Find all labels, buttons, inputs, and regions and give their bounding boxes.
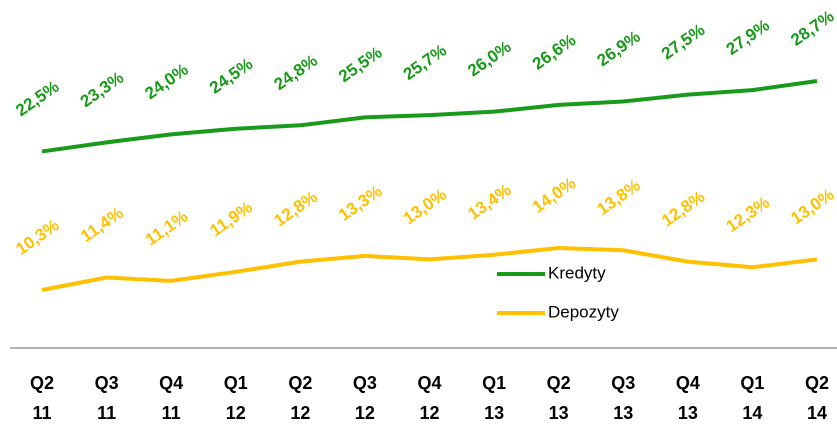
data-label: 23,3% [77, 68, 127, 111]
data-label: 24,0% [141, 60, 191, 103]
data-label: 13,0% [400, 185, 450, 228]
data-label: 11,9% [206, 198, 256, 241]
x-tick-label: Q1 14 [740, 373, 765, 423]
x-tick-label: Q3 13 [611, 373, 636, 423]
data-label: 22,5% [12, 77, 62, 120]
data-label: 28,7% [787, 7, 837, 50]
data-label: 26,0% [464, 37, 514, 80]
x-tick-label: Q2 14 [804, 373, 829, 423]
x-tick-label: Q3 12 [352, 373, 377, 423]
x-tick-label: Q2 13 [546, 373, 571, 423]
data-label: 12,3% [723, 193, 773, 236]
x-tick-label: Q2 11 [29, 373, 54, 423]
x-tick-label: Q2 12 [288, 373, 313, 423]
data-label: 24,8% [271, 51, 321, 94]
data-label: 27,5% [658, 20, 708, 63]
data-label: 13,8% [593, 176, 643, 219]
x-tick-label: Q4 11 [159, 373, 184, 423]
data-label: 10,3% [12, 216, 62, 259]
data-label: 12,8% [658, 187, 708, 230]
x-tick-label: Q1 13 [482, 373, 507, 423]
legend-label: Kredyty [548, 263, 606, 282]
data-label: 26,9% [593, 27, 643, 70]
x-tick-label: Q1 12 [223, 373, 248, 423]
data-label: 12,8% [271, 187, 321, 230]
data-label: 25,7% [400, 41, 450, 84]
x-tick-label: Q4 13 [675, 373, 700, 423]
series-line [41, 245, 818, 292]
data-label: 25,5% [335, 43, 385, 86]
data-label: 27,9% [723, 16, 773, 59]
data-label: 13,4% [464, 180, 514, 223]
series-line [41, 79, 818, 154]
data-label: 11,1% [142, 207, 192, 250]
x-tick-label: Q3 11 [94, 373, 119, 423]
data-label: 13,3% [335, 181, 385, 224]
data-label: 14,0% [529, 174, 579, 217]
data-label: 24,5% [206, 54, 256, 97]
x-tick-label: Q4 12 [417, 373, 442, 423]
data-label: 26,6% [529, 30, 579, 73]
data-label: 11,4% [77, 203, 127, 246]
data-label: 13,0% [787, 185, 837, 228]
legend-label: Depozyty [548, 302, 619, 321]
